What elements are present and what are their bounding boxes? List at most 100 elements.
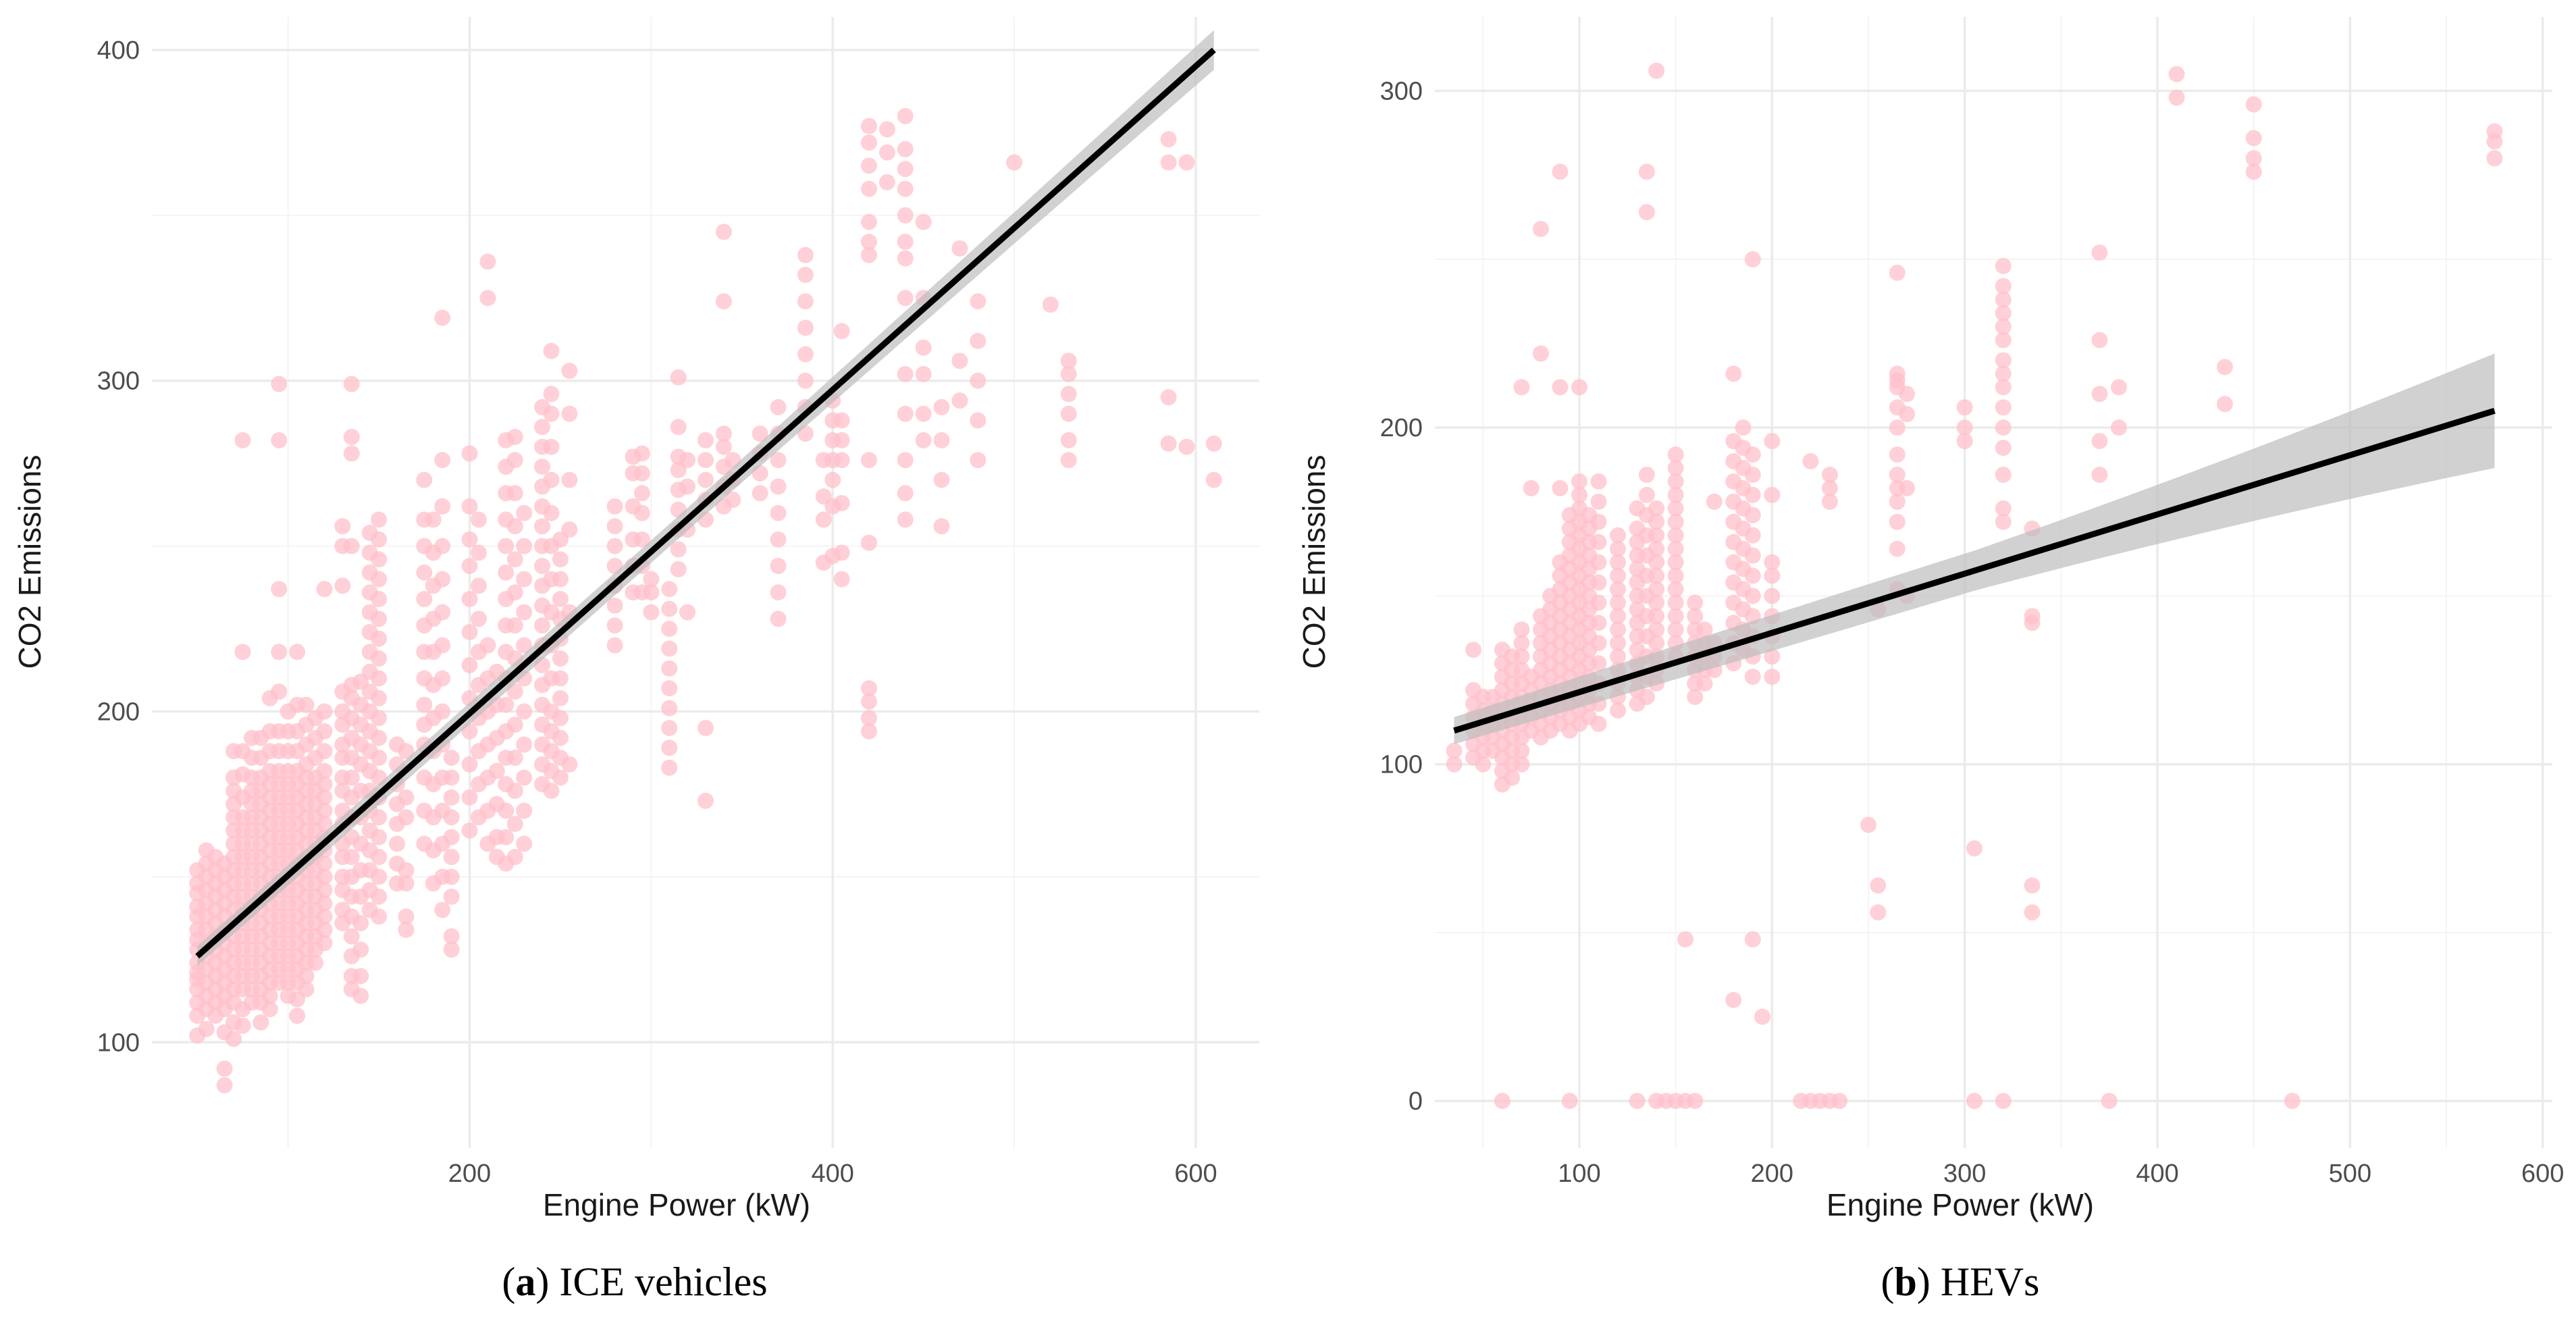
data-point xyxy=(897,405,914,422)
data-point xyxy=(1610,635,1627,652)
y-tick-label: 400 xyxy=(97,36,140,65)
data-point xyxy=(443,750,460,767)
data-point xyxy=(443,829,460,846)
data-point xyxy=(198,1020,215,1037)
data-point xyxy=(2284,1093,2301,1110)
data-point xyxy=(897,140,914,157)
data-point xyxy=(1706,493,1723,510)
data-point xyxy=(1744,506,1761,523)
data-point xyxy=(316,881,333,898)
data-point xyxy=(1648,527,1665,544)
data-point xyxy=(606,498,623,515)
data-point xyxy=(1889,365,1905,382)
data-point xyxy=(316,723,333,739)
data-point xyxy=(289,644,306,660)
data-point xyxy=(915,365,932,382)
data-point xyxy=(534,617,551,634)
data-point xyxy=(933,518,950,535)
data-point xyxy=(516,538,533,554)
data-point xyxy=(933,471,950,488)
data-point xyxy=(371,650,388,667)
data-point xyxy=(316,581,333,598)
data-point xyxy=(725,492,741,509)
data-point xyxy=(371,690,388,706)
data-point xyxy=(371,868,388,885)
data-point xyxy=(670,419,687,436)
data-point xyxy=(461,531,478,548)
data-point xyxy=(2245,163,2262,180)
data-point xyxy=(271,432,288,448)
data-point xyxy=(1667,446,1684,463)
data-point xyxy=(543,386,560,402)
data-point xyxy=(2245,150,2262,167)
data-point xyxy=(1667,540,1684,557)
data-point xyxy=(506,717,523,733)
data-point xyxy=(1889,466,1905,483)
data-point xyxy=(1532,221,1549,238)
data-point xyxy=(1513,648,1530,665)
data-point xyxy=(371,710,388,727)
data-point xyxy=(1590,473,1607,490)
data-point xyxy=(498,829,515,846)
data-point xyxy=(1744,567,1761,584)
data-point xyxy=(1744,486,1761,503)
data-point xyxy=(1178,154,1195,171)
data-point xyxy=(1995,379,2012,396)
data-point xyxy=(1956,433,1973,450)
data-point xyxy=(770,478,787,495)
data-point xyxy=(352,968,369,985)
data-point xyxy=(371,610,388,627)
data-point xyxy=(506,617,523,634)
data-point xyxy=(860,234,877,251)
data-point xyxy=(970,452,987,469)
y-tick-label: 0 xyxy=(1409,1087,1423,1116)
data-point xyxy=(343,429,360,446)
data-point xyxy=(1590,635,1607,652)
data-point xyxy=(552,650,569,667)
data-point xyxy=(506,849,523,866)
data-point xyxy=(1590,493,1607,510)
data-point xyxy=(561,521,578,538)
data-point xyxy=(443,941,460,958)
data-point xyxy=(398,743,415,760)
data-point xyxy=(316,868,333,885)
data-point xyxy=(1610,527,1627,544)
data-point xyxy=(1677,931,1693,947)
data-point xyxy=(860,134,877,151)
data-point xyxy=(1696,675,1713,692)
data-point xyxy=(897,485,914,502)
data-point xyxy=(933,432,950,448)
data-point xyxy=(1648,62,1665,79)
data-point xyxy=(1629,1093,1646,1110)
data-point xyxy=(2091,332,2108,348)
data-point xyxy=(2091,433,2108,450)
data-point xyxy=(261,987,278,1004)
data-point xyxy=(1638,163,1655,180)
data-point xyxy=(606,637,623,654)
y-tick-label: 200 xyxy=(97,698,140,727)
data-point xyxy=(1889,419,1905,436)
data-point xyxy=(860,213,877,230)
data-point xyxy=(506,485,523,502)
data-point xyxy=(289,1008,306,1024)
data-point xyxy=(1744,527,1761,544)
data-point xyxy=(897,511,914,528)
data-point xyxy=(1160,131,1177,148)
data-point xyxy=(516,637,533,654)
data-point xyxy=(1821,479,1838,496)
data-point xyxy=(1764,648,1781,665)
data-point xyxy=(1764,567,1781,584)
data-point xyxy=(1667,581,1684,598)
data-point xyxy=(661,581,678,598)
data-point xyxy=(261,1001,278,1018)
data-point xyxy=(1995,332,2012,348)
data-point xyxy=(797,267,814,284)
data-point xyxy=(516,571,533,588)
data-point xyxy=(343,849,360,866)
data-point xyxy=(833,432,850,448)
data-point xyxy=(752,425,768,442)
data-point xyxy=(561,363,578,380)
data-point xyxy=(1160,435,1177,452)
data-point xyxy=(698,432,714,448)
